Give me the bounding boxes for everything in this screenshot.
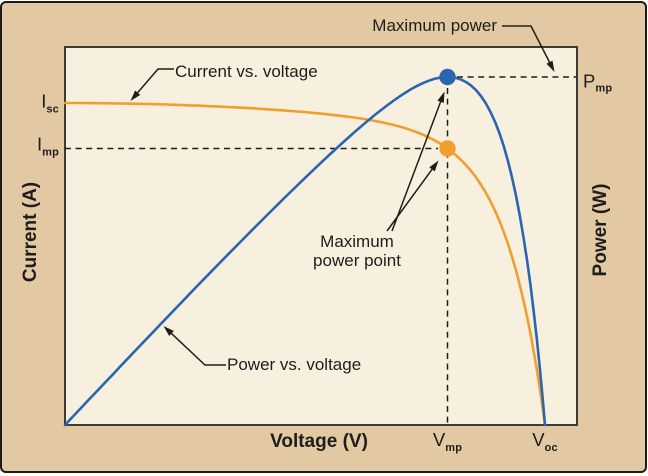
tick-imp-sub: mp	[42, 146, 59, 159]
current-vs-voltage-leader	[135, 68, 174, 95]
tick-vmp-main: V	[432, 429, 446, 450]
tick-label-voc: Voc	[532, 429, 558, 454]
tick-label-vmp: Vmp	[432, 429, 463, 454]
maximum-power-marker	[439, 68, 456, 86]
annotation-maximum-power-point-line1: Maximum	[320, 232, 394, 251]
tick-label-pmp: Pmp	[583, 70, 613, 95]
tick-pmp-main: P	[583, 70, 596, 91]
current-voltage-curve	[63, 101, 547, 427]
left-axis-title: Current (A)	[20, 181, 41, 283]
maximum-power-point-arrow-1	[386, 167, 434, 232]
tick-isc-main: I	[41, 90, 47, 112]
power-vs-voltage-leader	[169, 331, 226, 366]
right-axis-title: Power (W)	[590, 183, 611, 277]
maximum-power-point-marker	[439, 140, 456, 157]
maximum-power-leader	[502, 25, 552, 65]
maximum-power-arrowhead	[546, 60, 555, 72]
tick-voc-sub: oc	[544, 441, 558, 454]
tick-vmp-sub: mp	[445, 441, 463, 454]
annotation-maximum-power: Maximum power	[372, 16, 497, 35]
tick-voc-main: V	[532, 429, 545, 450]
tick-isc-sub: sc	[46, 103, 59, 115]
maximum-power-point-0-arrowhead	[437, 91, 445, 103]
power-voltage-curve	[63, 75, 547, 427]
maximum-power-point-arrow-0	[391, 99, 443, 232]
maximum-power-point-1-arrowhead	[429, 160, 439, 172]
tick-pmp-sub: mp	[595, 82, 613, 95]
tick-label-isc: Isc	[41, 90, 59, 115]
annotation-power-vs-voltage: Power vs. voltage	[227, 355, 362, 374]
annotation-maximum-power-point-line2: power point	[313, 250, 401, 270]
tick-imp-main: I	[36, 133, 43, 155]
annotation-current-vs-voltage: Current vs. voltage	[175, 61, 318, 81]
plot-area	[64, 46, 578, 426]
annotation-maximum-power-point: Maximum power point	[313, 232, 401, 270]
x-axis-title: Voltage (V)	[270, 431, 368, 452]
tick-label-imp: Imp	[36, 133, 59, 159]
